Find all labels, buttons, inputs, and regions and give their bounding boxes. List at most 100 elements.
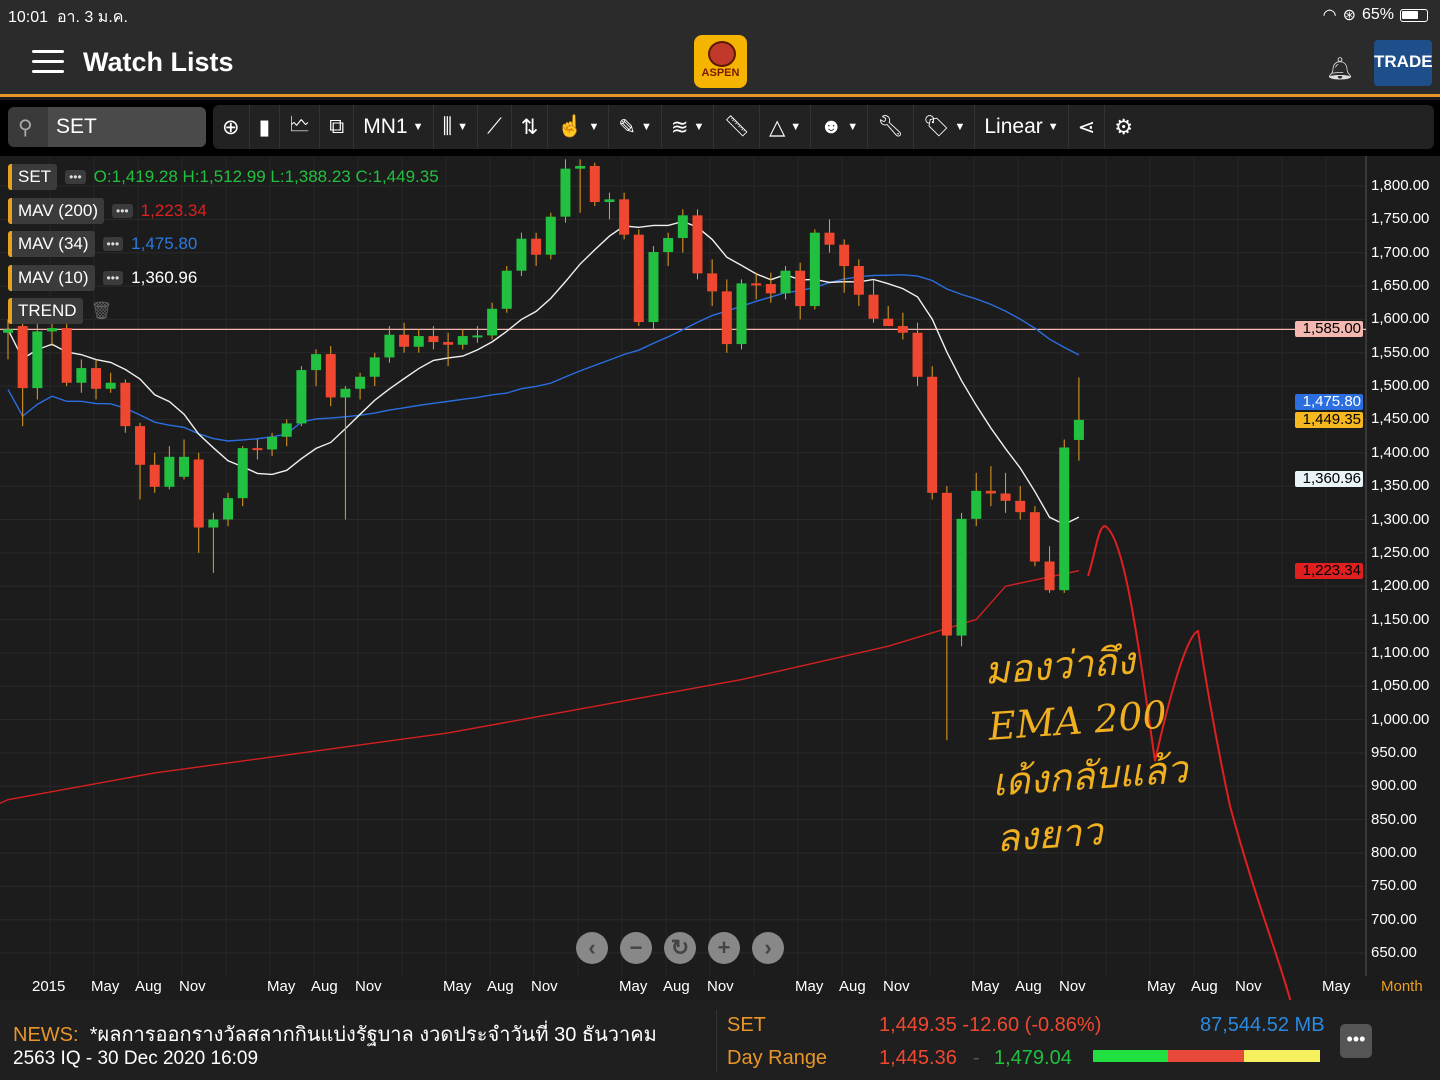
new-document-button[interactable]: ▮ bbox=[250, 105, 281, 149]
templates-button[interactable]: 🗠 bbox=[280, 105, 321, 149]
scale-dropdown[interactable]: Linear ▼ bbox=[975, 105, 1069, 149]
candle-body bbox=[692, 215, 703, 274]
trade-button[interactable]: TRADE bbox=[1374, 40, 1433, 86]
x-tick-label: Nov bbox=[355, 978, 382, 995]
x-tick-label: 2015 bbox=[32, 978, 66, 995]
timeframe-dropdown[interactable]: MN1 ▼ bbox=[354, 105, 434, 149]
candle-body bbox=[179, 456, 190, 477]
more-options-icon[interactable]: ••• bbox=[65, 170, 86, 184]
scroll-right-button[interactable]: › bbox=[752, 932, 784, 964]
battery-icon bbox=[1400, 8, 1428, 22]
news-ticker[interactable]: NEWS: *ผลการออกรางวัลสลากกินแบ่งรัฐบาล ง… bbox=[13, 1024, 657, 1046]
share-button[interactable]: ⋖ bbox=[1069, 105, 1106, 149]
wifi-icon: ◠ bbox=[1322, 7, 1337, 24]
wrench-icon: 🔧︎ bbox=[877, 115, 904, 138]
menu-icon[interactable] bbox=[32, 50, 64, 74]
y-tick-label: 1,350.00 bbox=[1371, 477, 1430, 495]
price-badge: 1,360.96 bbox=[1295, 470, 1363, 487]
candle-body bbox=[443, 342, 454, 345]
ma10-line bbox=[7, 220, 1080, 526]
news-source: 2563 IQ - 30 Dec 2020 16:09 bbox=[13, 1048, 259, 1069]
draw-dropdown[interactable]: ✎ ▼ bbox=[609, 105, 662, 149]
price-chart[interactable]: SET ••• O:1,419.28 H:1,512.99 L:1,388.23 C… bbox=[0, 156, 1440, 1000]
x-tick-label: Nov bbox=[179, 978, 206, 995]
emoji-dropdown[interactable]: ☻ ▼ bbox=[811, 105, 869, 149]
indicator-value: 1,475.80 bbox=[131, 234, 198, 253]
rotation-lock-icon: ⊛ bbox=[1342, 7, 1356, 24]
y-tick-label: 700.00 bbox=[1371, 910, 1417, 928]
x-tick-label: May bbox=[443, 978, 472, 995]
x-tick-label: Aug bbox=[1015, 978, 1042, 995]
candle-body bbox=[267, 436, 278, 450]
price-badge: 1,585.00 bbox=[1295, 321, 1363, 338]
indicator-name[interactable]: MAV (10) bbox=[8, 264, 95, 291]
indicator-name[interactable]: SET bbox=[8, 164, 58, 190]
candle-body bbox=[927, 376, 938, 493]
more-options-icon[interactable]: ••• bbox=[102, 270, 124, 285]
candle-body bbox=[780, 270, 791, 294]
settings-wrench-button[interactable]: 🔧︎ bbox=[868, 105, 914, 149]
tag-dropdown[interactable]: 🏷︎ ▼ bbox=[914, 105, 976, 149]
bell-icon[interactable]: 🔔︎ bbox=[1326, 56, 1354, 81]
chart-button[interactable]: ⧉ bbox=[320, 105, 355, 149]
trash-icon[interactable]: 🗑︎ bbox=[90, 301, 113, 320]
x-tick-label: May bbox=[619, 978, 648, 995]
aspen-logo[interactable]: ASPEN bbox=[694, 35, 747, 88]
wave-dropdown[interactable]: ≋ ▼ bbox=[662, 105, 715, 149]
more-options-icon[interactable]: ••• bbox=[102, 237, 124, 251]
x-tick-label: Nov bbox=[1235, 978, 1262, 995]
symbol-search[interactable]: ⚲ SET bbox=[8, 107, 206, 147]
more-button[interactable]: ••• bbox=[1340, 1024, 1372, 1058]
quote-volume: 87,544.52 MB bbox=[1200, 1014, 1325, 1036]
legend-mav-200-[interactable]: MAV (200) ••• 1,223.34 bbox=[8, 197, 207, 224]
legend-trend[interactable]: TREND 🗑︎ bbox=[8, 298, 112, 324]
scroll-left-button[interactable]: ‹ bbox=[576, 932, 608, 964]
add-indicator-button[interactable]: ⊕ bbox=[213, 105, 250, 149]
chart-canvas[interactable] bbox=[0, 156, 1440, 1000]
line-tool-button[interactable]: ⟋ bbox=[478, 105, 512, 149]
legend-set[interactable]: SET ••• O:1,419.28 H:1,512.99 L:1,388.23 C… bbox=[8, 164, 439, 190]
candle-body bbox=[663, 238, 674, 253]
day-high: 1,479.04 bbox=[994, 1047, 1072, 1069]
hand-pointer-icon: ☝ bbox=[557, 115, 584, 138]
candle-body bbox=[751, 283, 762, 286]
candle-body bbox=[531, 238, 542, 255]
y-tick-label: 1,800.00 bbox=[1371, 177, 1430, 194]
zoom-in-button[interactable]: + bbox=[708, 932, 740, 964]
legend-mav-34-[interactable]: MAV (34) ••• 1,475.80 bbox=[8, 231, 197, 257]
x-tick-label: Nov bbox=[883, 978, 910, 995]
candle-body bbox=[369, 357, 380, 377]
candle-body bbox=[399, 334, 410, 347]
candle-body bbox=[575, 165, 586, 169]
y-tick-label: 1,700.00 bbox=[1371, 243, 1430, 261]
candle-body bbox=[912, 332, 923, 377]
x-tick-label: Aug bbox=[663, 978, 690, 995]
candle-body bbox=[824, 232, 835, 245]
indicator-value: O:1,419.28 H:1,512.99 L:1,388.23 C:1,449… bbox=[93, 167, 439, 186]
x-tick-label: May bbox=[1147, 978, 1176, 995]
indicator-name[interactable]: MAV (34) bbox=[8, 231, 95, 257]
indicator-name[interactable]: MAV (200) bbox=[8, 197, 104, 224]
ruler-button[interactable]: 📏︎ bbox=[714, 105, 761, 149]
candle-body bbox=[1073, 419, 1084, 440]
y-tick-label: 750.00 bbox=[1371, 877, 1417, 895]
more-options-icon[interactable]: ••• bbox=[112, 203, 133, 218]
candle-body bbox=[281, 423, 292, 437]
x-tick-label: May bbox=[91, 978, 120, 995]
indicator-name[interactable]: TREND bbox=[8, 298, 83, 324]
candle-body bbox=[560, 168, 571, 217]
shapes-dropdown[interactable]: △ ▼ bbox=[760, 105, 812, 149]
legend-mav-10-[interactable]: MAV (10) ••• 1,360.96 bbox=[8, 264, 197, 291]
candle-body bbox=[340, 388, 351, 398]
candle-body bbox=[47, 328, 58, 332]
compare-button[interactable]: ⇅ bbox=[512, 105, 549, 149]
candle-body bbox=[120, 382, 131, 427]
chart-type-dropdown[interactable]: ⫼ ▼ bbox=[434, 105, 479, 149]
candle-body bbox=[707, 273, 718, 292]
symbol-input[interactable]: SET bbox=[48, 107, 206, 147]
settings-button[interactable]: ⚙ bbox=[1105, 105, 1142, 149]
candle-body bbox=[149, 464, 160, 487]
reset-button[interactable]: ↻ bbox=[664, 932, 696, 964]
zoom-out-button[interactable]: − bbox=[620, 932, 652, 964]
cursor-dropdown[interactable]: ☝ ▼ bbox=[548, 105, 610, 149]
